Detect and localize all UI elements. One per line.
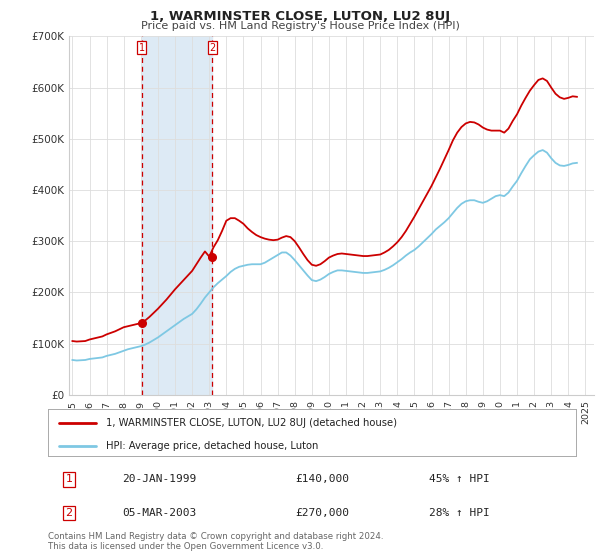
- Text: £140,000: £140,000: [296, 474, 350, 484]
- Text: 1: 1: [139, 43, 145, 53]
- Text: 28% ↑ HPI: 28% ↑ HPI: [430, 508, 490, 518]
- Text: £270,000: £270,000: [296, 508, 350, 518]
- Text: Price paid vs. HM Land Registry's House Price Index (HPI): Price paid vs. HM Land Registry's House …: [140, 21, 460, 31]
- Bar: [142, 36, 212, 395]
- Text: 1, WARMINSTER CLOSE, LUTON, LU2 8UJ (detached house): 1, WARMINSTER CLOSE, LUTON, LU2 8UJ (det…: [106, 418, 397, 428]
- Text: 1, WARMINSTER CLOSE, LUTON, LU2 8UJ: 1, WARMINSTER CLOSE, LUTON, LU2 8UJ: [150, 10, 450, 23]
- Text: 05-MAR-2003: 05-MAR-2003: [122, 508, 196, 518]
- Text: HPI: Average price, detached house, Luton: HPI: Average price, detached house, Luto…: [106, 441, 319, 451]
- Text: 20-JAN-1999: 20-JAN-1999: [122, 474, 196, 484]
- Text: 1: 1: [65, 474, 73, 484]
- Text: Contains HM Land Registry data © Crown copyright and database right 2024.
This d: Contains HM Land Registry data © Crown c…: [48, 532, 383, 552]
- Text: 45% ↑ HPI: 45% ↑ HPI: [430, 474, 490, 484]
- Text: 2: 2: [209, 43, 215, 53]
- Text: 2: 2: [65, 508, 73, 518]
